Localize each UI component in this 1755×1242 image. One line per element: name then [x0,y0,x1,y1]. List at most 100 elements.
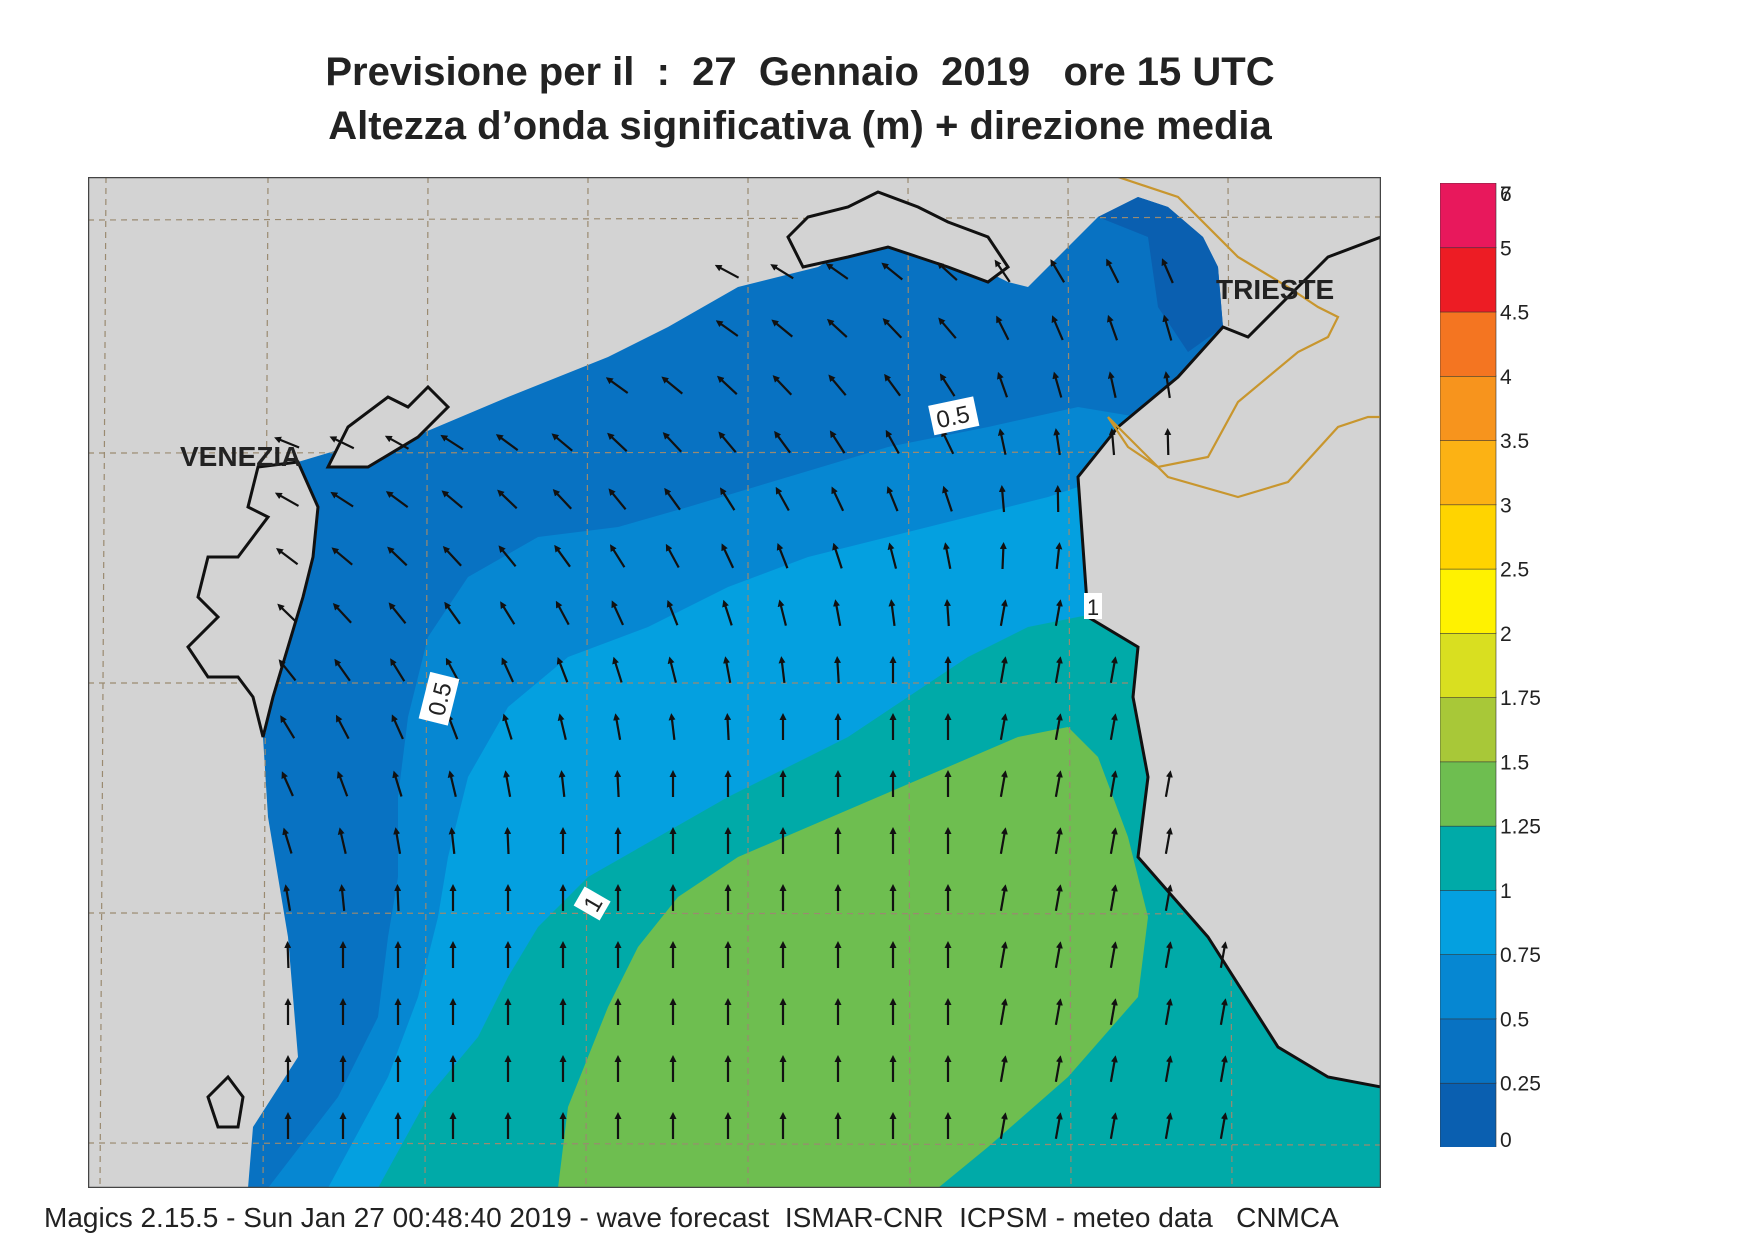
wave-direction-arrow [282,827,293,854]
wave-direction-arrow [394,884,402,912]
wave-direction-arrow [1054,1112,1063,1139]
city-label-trieste: TRIESTE [1216,274,1334,305]
wave-direction-arrow [1163,371,1171,399]
wave-direction-arrow [1109,656,1118,683]
wave-direction-arrow [444,601,461,625]
wave-direction-arrow [721,543,735,569]
wave-direction-arrow [442,545,462,567]
wave-direction-arrow [938,317,957,339]
map-subtitle: Altezza d’onda significativa (m) + direz… [328,104,1272,148]
wave-direction-arrow [828,374,847,396]
wave-direction-arrow [888,599,896,627]
wave-direction-arrow [826,318,848,338]
wave-direction-arrow [665,543,680,569]
wave-direction-arrow [1109,998,1118,1025]
wave-direction-arrow [1107,314,1119,341]
wave-direction-arrow [1219,941,1228,968]
wave-direction-arrow [281,771,294,797]
wave-direction-arrow [1109,1055,1118,1082]
wave-direction-arrow [393,827,402,854]
wave-direction-arrow [612,656,623,683]
contour-label-4: 1 [1084,593,1102,620]
wave-direction-arrow [770,264,794,280]
wave-direction-arrow [440,434,464,451]
wave-direction-arrow [558,770,566,798]
wave-direction-arrow [329,436,355,450]
wave-direction-arrow [441,490,463,509]
wave-direction-arrow [666,600,679,626]
wave-direction-arrow [284,941,292,969]
wave-direction-arrow [1107,371,1117,398]
wave-direction-arrow [552,489,573,510]
colorbar-swatch [1440,825,1497,891]
wave-direction-arrow [1054,941,1063,968]
wave-direction-arrow [717,375,738,396]
wave-direction-arrow [832,542,843,569]
wave-direction-arrow [388,602,407,624]
colorbar-tick-label: 1.25 [1500,816,1540,839]
colorbar-tick-label: 0 [1500,1129,1512,1147]
wave-direction-arrow [1164,1112,1173,1139]
wave-direction-arrow [999,1055,1008,1082]
wave-direction-arrow [1109,770,1118,797]
wave-direction-arrow [1164,1055,1173,1082]
wave-direction-arrow [1108,428,1116,456]
colorbar-swatch [1440,568,1497,634]
wave-direction-arrow [1054,770,1063,797]
wave-direction-arrow [504,827,512,855]
wave-direction-arrow [825,263,849,280]
wave-direction-arrow [501,657,514,683]
state-border [1107,177,1381,499]
wave-direction-arrow [605,377,629,394]
wave-direction-arrow [1164,770,1173,797]
wave-direction-arrow [330,491,354,508]
wave-direction-arrow [391,714,404,740]
colorbar-tick-label: 0.5 [1500,1008,1529,1031]
colorbar-tick-label: 3 [1500,494,1512,517]
wave-direction-arrow [1109,827,1118,854]
wave-height-map: VENEZIA TRIESTE 0.5 0.5 1 1 [88,177,1381,1188]
wave-direction-arrow [719,487,736,511]
wave-direction-arrow [503,770,512,797]
wave-direction-arrow [608,488,627,510]
wave-direction-arrow [668,713,676,741]
colorbar-tick-label: 1.75 [1500,687,1540,710]
wave-direction-arrow [1164,884,1173,911]
colorbar-tick-label: 0.25 [1500,1073,1540,1096]
wave-direction-arrow [936,261,958,281]
wave-direction-arrow [447,770,457,797]
wave-direction-arrow [998,485,1006,513]
wave-direction-arrow [999,770,1008,797]
map-frame [88,177,1381,1188]
wave-direction-arrow [999,713,1008,740]
colorbar-swatch [1440,1082,1497,1147]
wave-direction-arrow [882,318,903,339]
wave-direction-arrow [718,431,737,453]
wave-direction-arrow [613,713,622,740]
wave-direction-arrow [881,262,903,281]
colorbar-tick-label: 0.75 [1500,944,1540,967]
wave-direction-arrow [1164,428,1172,456]
wave-direction-arrow [551,433,573,452]
wave-direction-arrow [778,656,786,684]
wave-direction-arrow [831,486,845,512]
wave-direction-arrow [776,543,789,569]
colorbar-swatch [1440,632,1497,698]
wave-direction-arrow [1052,371,1063,398]
colorbar-tick-label: 1 [1500,880,1512,903]
wave-direction-arrow [999,542,1007,570]
colorbar-tick-label: 4 [1500,366,1512,389]
wave-direction-arrow [555,600,570,626]
wave-direction-arrow [999,998,1008,1025]
wave-direction-arrow [777,599,787,626]
colorbar-legend: 0 0.25 0.5 0.75 1 1.25 1.5 1.75 2 2.5 3 3.5 4 4.5 5 67 [1440,183,1540,1147]
colorbar-tick-label: 2 [1500,623,1512,646]
wave-direction-arrow [1219,1055,1228,1082]
wave-direction-arrow [1109,713,1118,740]
wave-direction-arrow [1055,542,1063,570]
wave-direction-arrow [554,544,571,568]
colorbar-tick-label: 1.5 [1500,751,1529,774]
map-footer: Magics 2.15.5 - Sun Jan 27 00:48:40 2019… [44,1202,1339,1233]
wave-direction-arrow [943,599,951,627]
wave-direction-arrow [336,770,349,797]
